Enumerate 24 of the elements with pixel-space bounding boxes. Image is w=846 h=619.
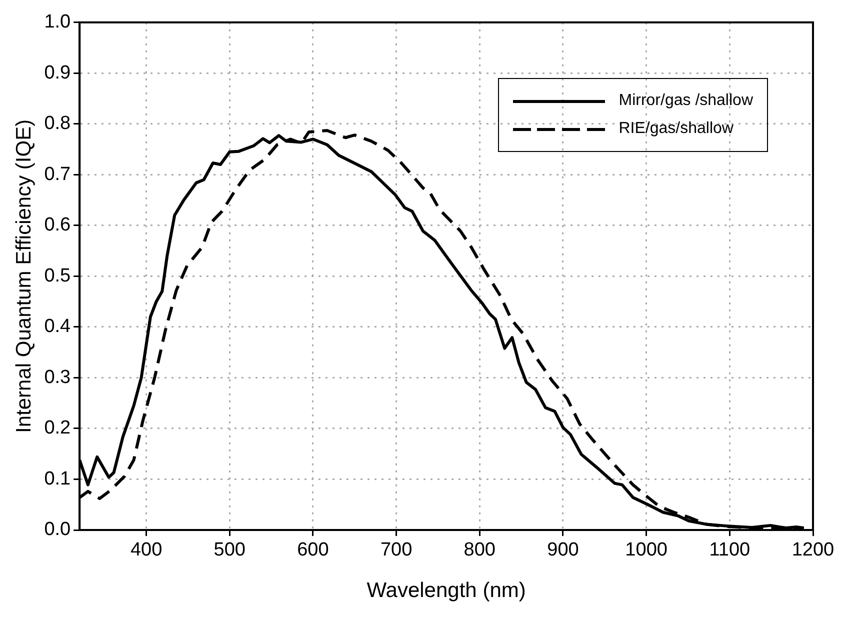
x-tick-label: 1200 [792,540,834,561]
legend-label: RIE/gas/shallow [618,120,734,138]
y-tick-label: 0.7 [44,164,71,185]
x-tick-label: 600 [297,540,329,561]
y-tick-label: 0.4 [44,316,72,338]
y-axis-title: Internal Quantum Efficiency (IQE) [12,119,36,433]
x-tick-label: 1100 [709,540,750,561]
x-tick-label: 500 [214,540,246,561]
x-tick-label: 800 [464,540,496,561]
y-tick-label: 0.6 [44,214,71,236]
x-tick-label: 700 [380,540,412,561]
y-tick-label: 0.8 [44,113,71,134]
y-tick-label: 0.2 [44,418,71,439]
y-tick-label: 0.9 [44,62,71,84]
y-tick-label: 0.1 [44,468,71,490]
x-tick-label: 900 [547,540,579,561]
legend-label: Mirror/gas /shallow [618,92,753,110]
y-tick-label: 0.3 [44,366,71,388]
y-tick-label: 1.0 [44,12,71,33]
x-axis-title: Wavelength (nm) [366,579,526,602]
x-tick-label: 1000 [625,540,668,561]
y-tick-label: 0.0 [44,519,71,540]
x-tick-label: 400 [130,540,162,561]
y-tick-label: 0.5 [44,265,71,286]
